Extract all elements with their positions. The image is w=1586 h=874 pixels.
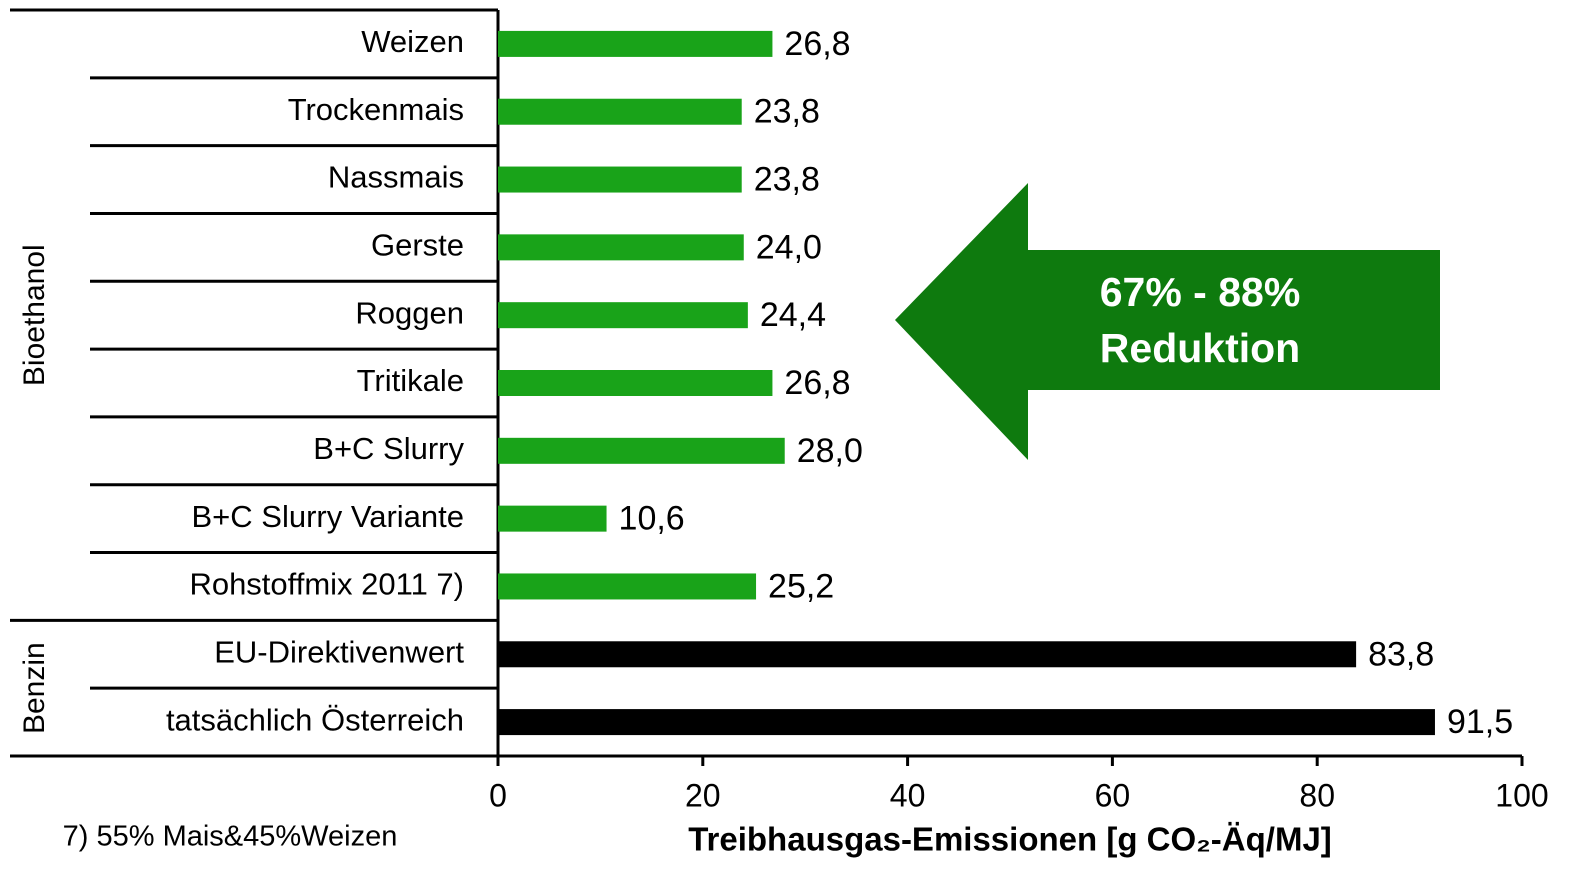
footnote: 7) 55% Mais&45%Weizen — [63, 821, 398, 853]
y-tick-label: Rohstoffmix 2011 7) — [189, 567, 464, 602]
value-label: 83,8 — [1368, 635, 1434, 673]
y-tick-label: B+C Slurry Variante — [191, 499, 464, 534]
value-label: 91,5 — [1447, 703, 1513, 741]
bar — [498, 30, 773, 57]
value-label: 25,2 — [768, 567, 834, 605]
bar — [498, 370, 773, 396]
x-tick-label: 80 — [1299, 777, 1335, 813]
value-label: 23,8 — [754, 93, 820, 131]
bar — [498, 302, 748, 329]
x-tick-label: 60 — [1095, 777, 1131, 813]
x-axis-title: Treibhausgas-Emissionen [g CO₂-Äq/MJ] — [688, 821, 1332, 858]
bar — [498, 98, 742, 125]
group-label: Benzin — [18, 642, 51, 734]
bar — [498, 437, 785, 464]
value-label: 10,6 — [619, 500, 685, 538]
y-tick-label: Tritikale — [357, 363, 464, 398]
y-tick-label: Weizen — [361, 24, 464, 59]
bar — [498, 166, 742, 193]
bar — [498, 641, 1357, 668]
annotation-text: Reduktion — [1100, 325, 1300, 371]
annotation-text: 67% - 88% — [1100, 269, 1301, 315]
y-tick-label: Roggen — [355, 295, 464, 330]
value-label: 23,8 — [754, 161, 820, 199]
value-label: 26,8 — [784, 364, 850, 402]
x-tick-label: 100 — [1495, 777, 1548, 813]
x-tick-label: 40 — [890, 777, 926, 813]
value-label: 26,8 — [784, 25, 850, 63]
y-tick-label: Gerste — [371, 228, 464, 263]
value-label: 24,4 — [760, 296, 826, 334]
bar — [498, 709, 1435, 736]
bar — [498, 573, 757, 600]
bar — [498, 234, 744, 261]
y-tick-label: Trockenmais — [288, 92, 464, 127]
bar — [498, 505, 607, 532]
y-tick-label: Nassmais — [328, 160, 464, 195]
x-tick-label: 0 — [489, 777, 507, 813]
y-tick-label: EU-Direktivenwert — [214, 634, 464, 669]
x-tick-label: 20 — [685, 777, 721, 813]
annotation-arrow — [895, 183, 1440, 460]
y-tick-label: B+C Slurry — [313, 431, 464, 466]
y-tick-label: tatsächlich Österreich — [166, 702, 464, 737]
value-label: 28,0 — [797, 432, 863, 470]
value-label: 24,0 — [756, 228, 822, 266]
group-label: Bioethanol — [18, 244, 51, 386]
